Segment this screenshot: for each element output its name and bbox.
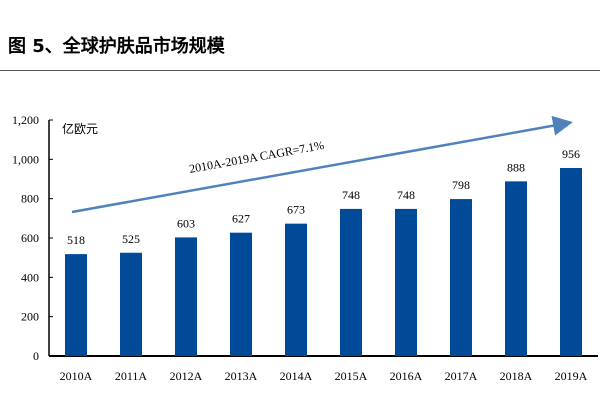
x-tick-label: 2019A <box>555 369 588 383</box>
cagr-trend-arrow <box>71 115 573 214</box>
y-tick-label: 600 <box>21 231 39 245</box>
x-tick-label: 2018A <box>500 369 533 383</box>
bar <box>65 254 87 356</box>
title-divider <box>0 70 600 71</box>
y-axis-unit: 亿欧元 <box>62 121 98 136</box>
bar <box>340 208 362 356</box>
bar <box>505 181 527 356</box>
data-label: 748 <box>342 188 360 202</box>
data-label: 627 <box>232 212 250 226</box>
bar <box>120 252 142 356</box>
x-tick-label: 2016A <box>390 369 423 383</box>
x-tick-label: 2015A <box>335 369 368 383</box>
y-tick-label: 200 <box>21 310 39 324</box>
y-tick-label: 400 <box>21 270 39 284</box>
x-tick-label: 2013A <box>225 369 258 383</box>
x-tick-label: 2011A <box>115 369 148 383</box>
data-label: 603 <box>177 216 195 230</box>
figure-title: 图 5、全球护肤品市场规模 <box>8 36 225 57</box>
y-tick-label: 1,000 <box>12 152 39 166</box>
x-tick-label: 2012A <box>170 369 203 383</box>
data-label: 798 <box>452 178 470 192</box>
bar <box>230 232 252 356</box>
x-tick-label: 2014A <box>280 369 313 383</box>
data-label: 525 <box>122 232 140 246</box>
data-label: 748 <box>397 188 415 202</box>
data-label: 888 <box>507 160 525 174</box>
data-label: 518 <box>67 233 85 247</box>
bar <box>450 199 472 356</box>
bar <box>285 223 307 356</box>
y-tick-label: 800 <box>21 192 39 206</box>
data-label: 673 <box>287 203 305 217</box>
data-label: 956 <box>562 147 580 161</box>
x-tick-label: 2017A <box>445 369 478 383</box>
bar <box>560 167 582 356</box>
bar <box>175 237 197 356</box>
y-tick-label: 1,200 <box>12 113 39 127</box>
bar <box>395 208 417 356</box>
x-tick-label: 2010A <box>60 369 93 383</box>
y-tick-label: 0 <box>33 349 39 363</box>
